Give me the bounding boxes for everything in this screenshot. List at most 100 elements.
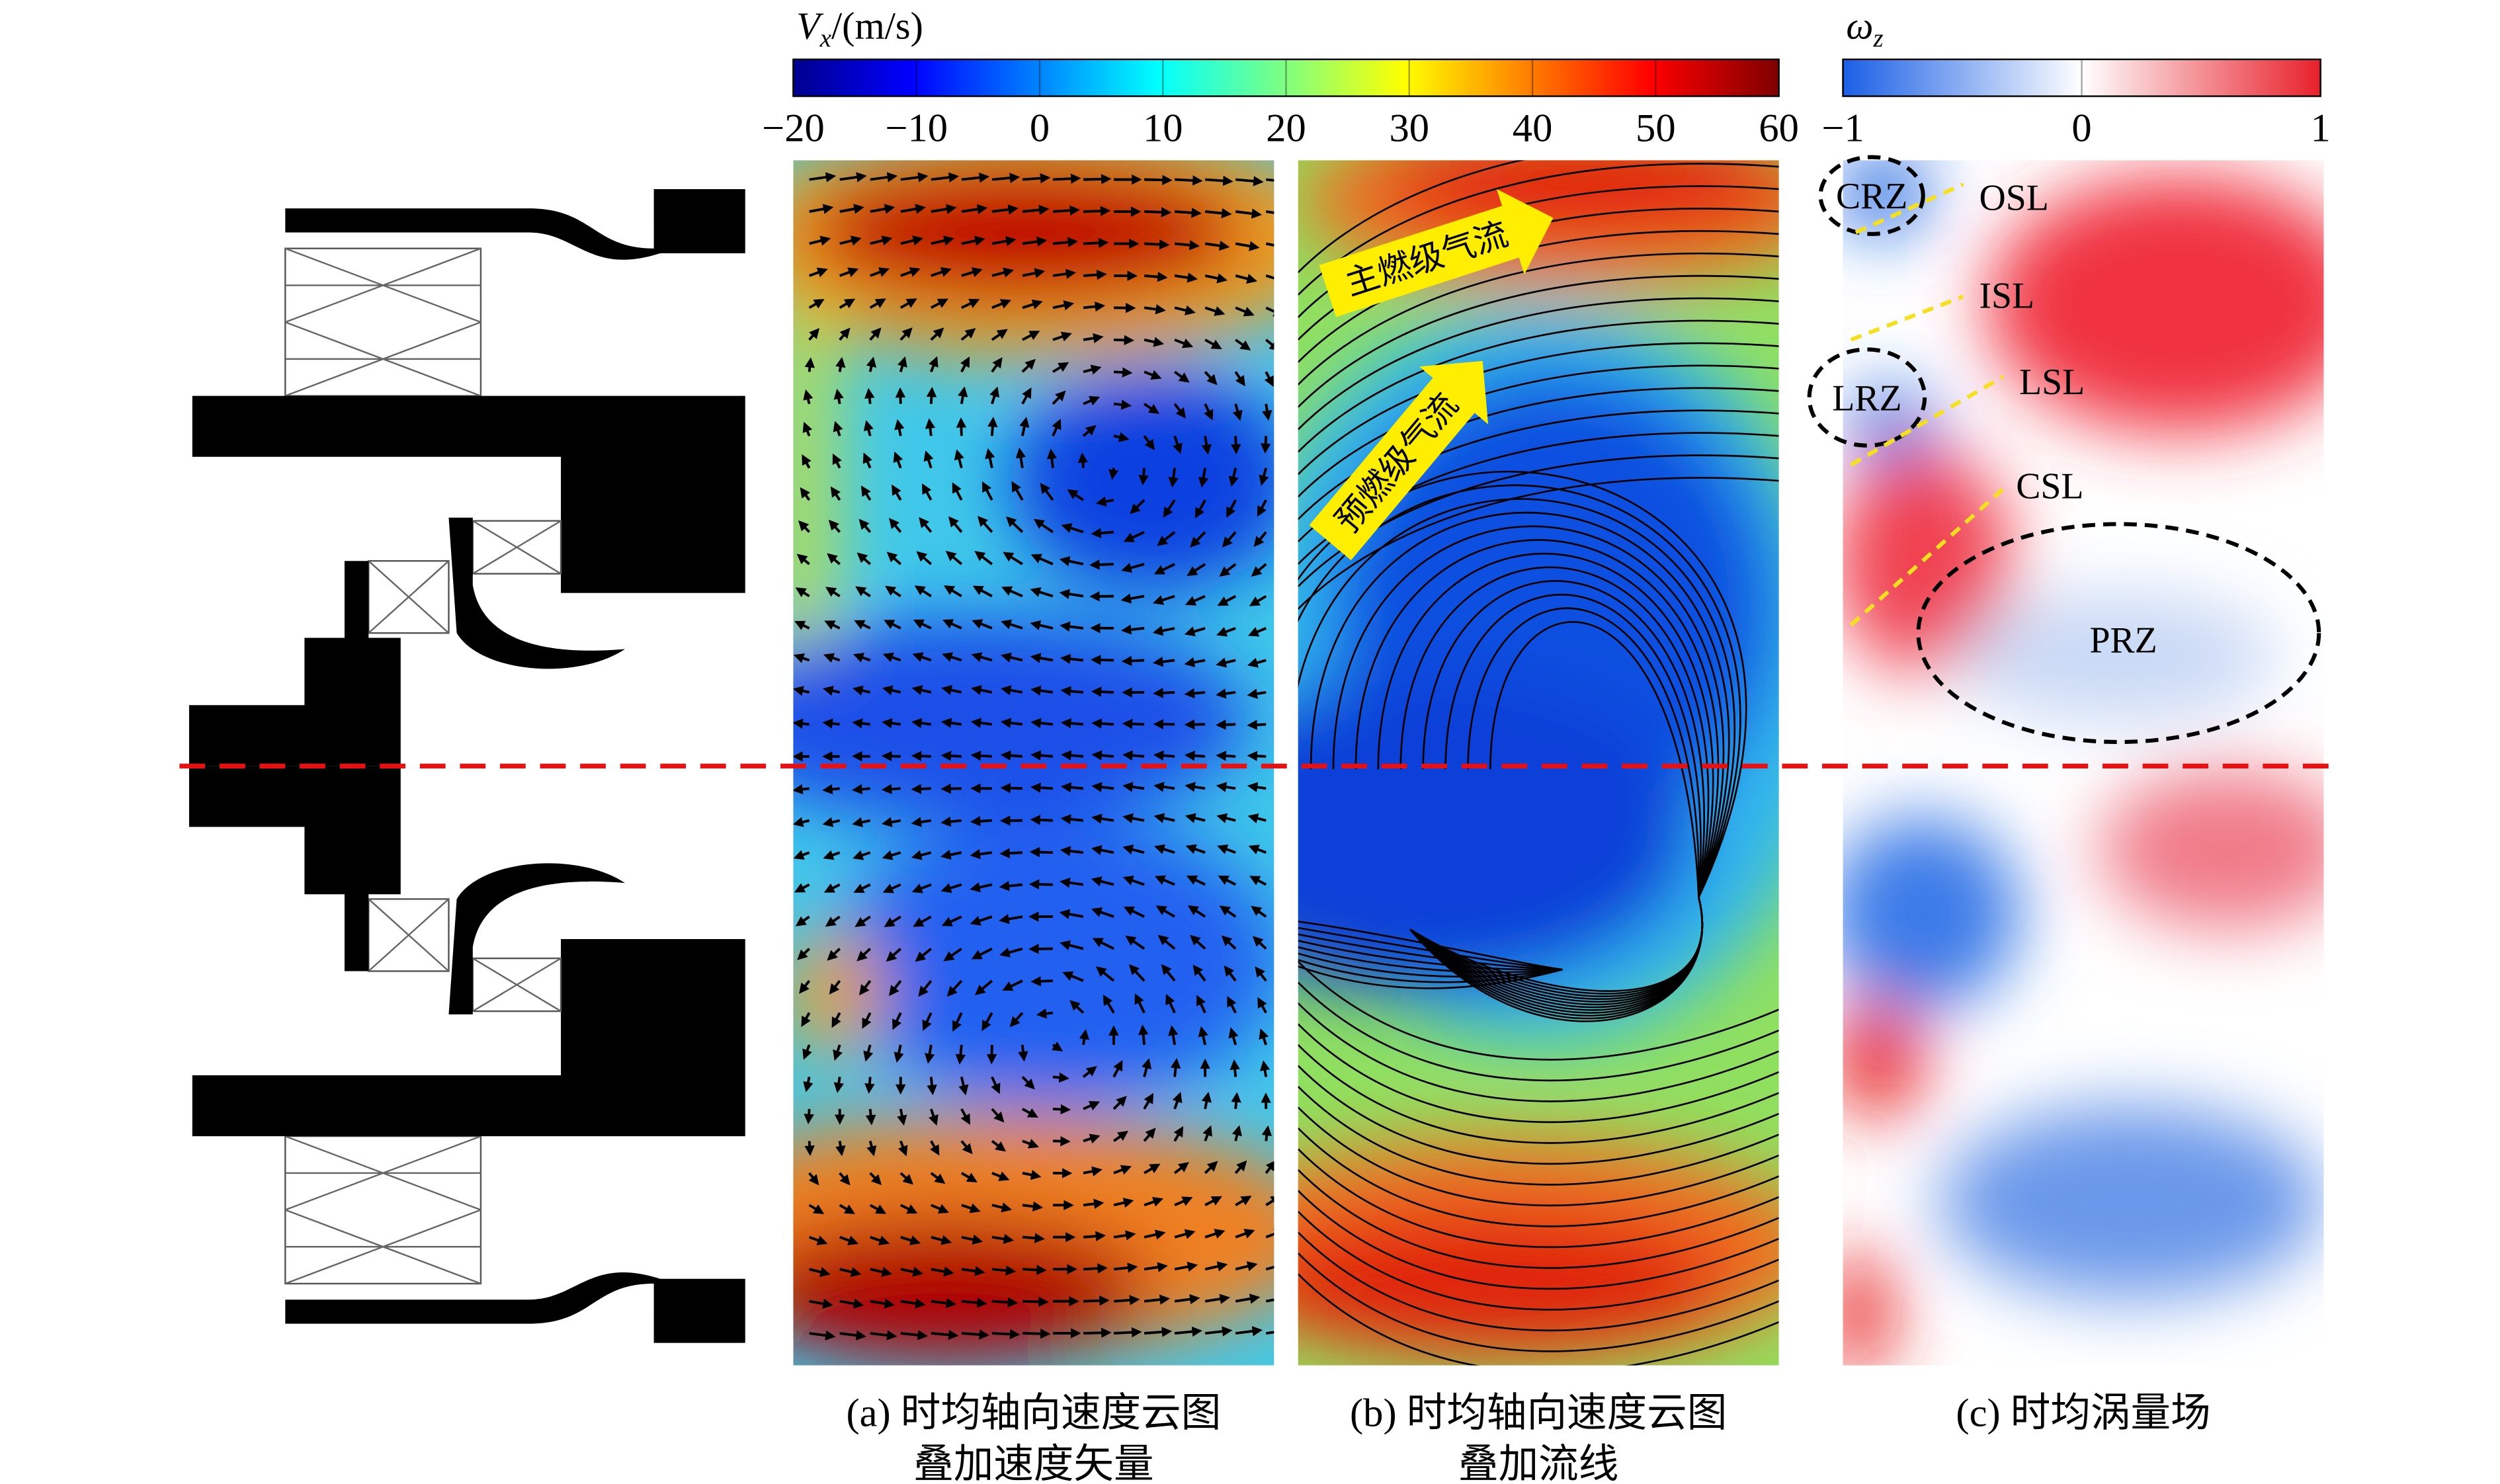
vector-arrow (1142, 1058, 1152, 1077)
vector-arrow (839, 1298, 864, 1309)
colorbar-title: ωz (1846, 4, 1883, 52)
vector-arrow (899, 327, 913, 341)
vector-arrow (1021, 358, 1036, 373)
vector-arrow (970, 816, 993, 827)
vector-arrow (946, 979, 963, 997)
vector-arrow (1262, 403, 1272, 421)
vector-arrow (1061, 750, 1084, 761)
venturi (448, 517, 625, 669)
vector-arrow (1205, 175, 1233, 186)
vector-arrow (1059, 909, 1084, 919)
vector-arrow (1168, 468, 1179, 488)
vector-arrow (793, 817, 810, 827)
vector-arrow (1265, 242, 1274, 247)
streamline (1377, 552, 1714, 1006)
vector-arrow (1204, 273, 1228, 284)
streamline (1298, 297, 1779, 431)
vector-arrow (1194, 499, 1206, 518)
vector-arrow (1189, 934, 1206, 950)
vector-arrow (900, 172, 929, 183)
vector-arrow (1257, 997, 1267, 1014)
colorbar-tick-label: 60 (1759, 106, 1799, 150)
streamline (1298, 498, 1735, 1017)
vector-arrow (884, 915, 901, 927)
vector-arrow (1265, 274, 1274, 280)
vector-arrow (1153, 688, 1175, 698)
vector-arrow (1174, 1294, 1200, 1305)
vector-arrow (1022, 173, 1051, 184)
vector-arrow (839, 172, 867, 183)
vector-arrow (801, 1012, 811, 1027)
vector-arrow (1052, 1104, 1071, 1115)
vector-arrow (1060, 686, 1084, 696)
shear-layer-line (1849, 487, 2005, 627)
vector-arrow (1168, 1025, 1179, 1046)
vector-arrow (1252, 936, 1267, 950)
vector-arrow (803, 1077, 813, 1092)
vector-arrow (1052, 1072, 1069, 1083)
vector-arrow (828, 519, 841, 533)
schematic-half (188, 189, 745, 766)
vector-arrow (945, 550, 963, 565)
vector-arrow (1216, 720, 1236, 730)
streamline (1298, 1273, 1779, 1366)
vector-arrow (839, 204, 864, 214)
streamline (1298, 364, 1779, 498)
vector-arrow (1083, 1166, 1103, 1176)
vector-arrow (911, 784, 931, 794)
vector-arrow (869, 298, 886, 309)
vector-arrow (839, 267, 859, 277)
swirler-vanes (472, 520, 562, 575)
vector-arrow (1019, 417, 1030, 436)
vector-arrow (1052, 390, 1066, 405)
vector-arrow (1060, 621, 1084, 632)
vector-arrow (802, 454, 812, 469)
vector-arrow (927, 1077, 937, 1096)
vector-arrow (899, 1172, 914, 1185)
vector-arrow (893, 451, 903, 469)
vector-arrow (1028, 879, 1053, 890)
vector-arrow (858, 518, 872, 533)
vector-arrow (1204, 339, 1222, 349)
vector-arrow (1077, 452, 1089, 468)
vector-arrow (870, 204, 896, 214)
vector-arrow (1144, 1229, 1166, 1240)
vector-arrow (1091, 686, 1114, 697)
vector-arrow (1153, 813, 1175, 823)
colorbar-tick-label: 0 (1030, 106, 1050, 150)
vector-arrow (1265, 1160, 1274, 1175)
streamline (1298, 274, 1779, 408)
vector-arrow (1226, 499, 1237, 518)
vector-arrow (1228, 1027, 1239, 1046)
vector-arrow (1083, 1295, 1110, 1306)
vector-arrow (1122, 750, 1145, 761)
vector-arrow (1235, 176, 1264, 186)
vector-arrow (1259, 1028, 1269, 1046)
vector-arrow (1152, 656, 1175, 667)
panel-caption: (c) 时均涡量场 (1956, 1391, 2210, 1436)
vector-arrow (809, 1330, 836, 1341)
subscript: x (819, 24, 831, 52)
vector-arrow (798, 520, 811, 533)
vector-arrow (1174, 305, 1196, 315)
vector-arrow (881, 784, 901, 794)
vector-arrow (1266, 178, 1274, 182)
vector-arrow (870, 1266, 893, 1277)
vector-arrow (794, 620, 810, 630)
vector-arrow (1251, 563, 1267, 577)
vector-arrow (839, 1235, 859, 1246)
vector-arrow (1060, 653, 1084, 665)
vector-arrow (1021, 1076, 1035, 1090)
vector-arrow (922, 1012, 933, 1031)
shear-layer-line (1854, 183, 1964, 235)
vector-arrow (809, 204, 834, 214)
streamline (1298, 387, 1779, 520)
vector-arrow (862, 452, 872, 469)
vector-arrow (987, 417, 998, 436)
vector-arrow (854, 915, 871, 927)
vector-arrow (835, 356, 846, 372)
vector-arrow (1265, 1298, 1274, 1303)
vector-arrow (929, 1108, 938, 1126)
vector-arrow (1091, 907, 1114, 918)
vector-arrow (1174, 239, 1200, 251)
